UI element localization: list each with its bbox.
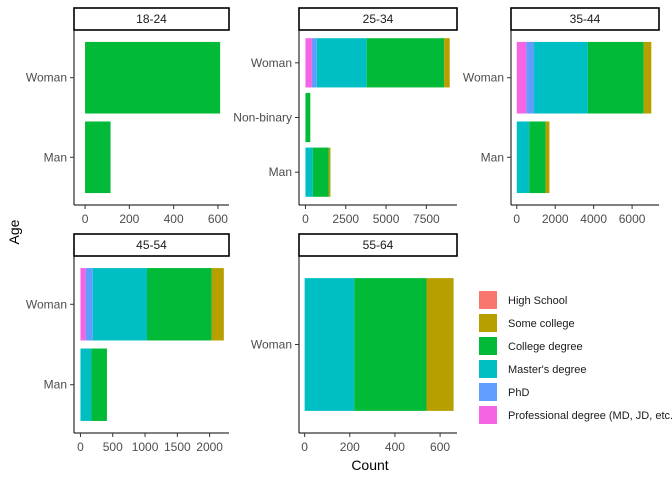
bar-segment-man-college-degree [312, 147, 329, 197]
bar-segment-man-college-degree [91, 348, 107, 421]
legend-swatch [479, 337, 497, 355]
legend-item-high-school: High School [479, 291, 567, 309]
bar-segment-woman-college-degree [587, 41, 644, 114]
x-axis-title: Count [351, 457, 388, 473]
legend-swatch [479, 383, 497, 401]
y-tick-label: Man [269, 165, 292, 179]
x-tick-label: 0 [302, 212, 309, 226]
bar-segment-man-college-degree [529, 121, 546, 194]
panel-55-64: 55-64 0 200 400 600 Woman [251, 233, 458, 454]
y-tick-label: Woman [26, 71, 67, 85]
legend-item-some-college: Some college [479, 314, 575, 332]
x-tick-label: 200 [340, 440, 360, 454]
x-tick-label: 0 [513, 212, 520, 226]
x-tick-label: 5000 [373, 212, 400, 226]
legend-label: High School [508, 295, 567, 307]
x-tick-label: 0 [77, 440, 84, 454]
bar-segment-woman-some-college [444, 38, 450, 88]
bar-segment-woman-professional-degree-md-jd-etc [516, 41, 527, 114]
bar-segment-woman-some-college [426, 278, 454, 411]
y-tick-label: Man [481, 150, 504, 164]
bar-segment-man-some-college [328, 147, 331, 197]
bar-segment-woman-college-degree [366, 38, 445, 88]
facet-strip-label: 18-24 [136, 12, 167, 26]
bar-segment-woman-college-degree [85, 41, 221, 114]
bar-segment-man-master-s-degree [516, 121, 530, 194]
facet-strip [298, 7, 458, 31]
legend-item-phd: PhD [479, 383, 529, 401]
y-tick-label: Woman [463, 71, 504, 85]
legend-label: Some college [508, 318, 575, 330]
x-tick-label: 1000 [132, 440, 159, 454]
y-tick-label: Man [44, 378, 67, 392]
legend: High School Some college College degree Mas… [479, 291, 672, 424]
panel-35-44: 35-44 0 2000 4000 6000 Woman Man [463, 7, 660, 226]
x-tick-label: 4000 [580, 212, 607, 226]
bar-segment-woman-master-s-degree [92, 268, 147, 341]
legend-label: PhD [508, 387, 529, 399]
y-tick-label: Man [44, 150, 67, 164]
legend-item-master-s-degree: Master's degree [479, 360, 587, 378]
panel-25-34: 25-34 0 2500 5000 7500 Woman Non-binary Man [233, 7, 458, 226]
bar-segment-woman-college-degree [354, 278, 427, 411]
legend-item-professional-degree-md-jd-etc: Professional degree (MD, JD, etc.) [479, 406, 672, 424]
facet-strip [510, 7, 660, 31]
x-tick-label: 200 [119, 212, 139, 226]
facet-strip-label: 45-54 [136, 238, 167, 252]
bar-segment-woman-master-s-degree [534, 41, 588, 114]
bar-segment-woman-phd [526, 41, 535, 114]
panel-18-24: 18-24 0 200 400 600 Woman Man [26, 7, 230, 226]
facet-strip-label: 55-64 [363, 238, 394, 252]
legend-label: Master's degree [508, 364, 587, 376]
x-tick-label: 500 [103, 440, 123, 454]
bar-segment-man-some-college [545, 121, 550, 194]
x-tick-label: 1500 [164, 440, 191, 454]
bar-segment-woman-master-s-degree [304, 278, 355, 411]
x-tick-label: 2000 [196, 440, 223, 454]
x-tick-label: 7500 [413, 212, 440, 226]
y-tick-label: Woman [26, 297, 67, 311]
y-tick-label: Non-binary [233, 111, 292, 125]
legend-label: College degree [508, 341, 583, 353]
bar-segment-man-college-degree [85, 121, 111, 194]
bar-segment-woman-some-college [211, 268, 224, 341]
bar-segment-woman-master-s-degree [316, 38, 367, 88]
x-tick-label: 600 [208, 212, 228, 226]
facet-strip-label: 25-34 [363, 12, 394, 26]
x-tick-label: 0 [82, 212, 89, 226]
x-tick-label: 400 [385, 440, 405, 454]
facet-strip [73, 233, 230, 257]
y-tick-label: Woman [251, 338, 292, 352]
bar-segment-woman-phd [85, 268, 93, 341]
x-tick-label: 400 [164, 212, 184, 226]
facet-strip [73, 7, 230, 31]
bar-segment-woman-some-college [643, 41, 652, 114]
panel-45-54: 45-54 0 500 1000 1500 2000 Woman Man [26, 233, 230, 454]
bar-segment-man-master-s-degree [305, 147, 313, 197]
bar-segment-woman-phd [311, 38, 317, 88]
x-tick-label: 2000 [542, 212, 569, 226]
bar-segment-woman-college-degree [146, 268, 212, 341]
legend-swatch [479, 406, 497, 424]
x-tick-label: 600 [430, 440, 450, 454]
legend-item-college-degree: College degree [479, 337, 583, 355]
legend-label: Professional degree (MD, JD, etc.) [508, 410, 672, 422]
bar-segment-non-binary-college-degree [305, 92, 311, 143]
y-tick-label: Woman [251, 56, 292, 70]
legend-swatch [479, 291, 497, 309]
facet-strip-label: 35-44 [570, 12, 601, 26]
bar-segment-woman-professional-degree-md-jd-etc [80, 268, 86, 341]
legend-swatch [479, 360, 497, 378]
x-tick-label: 0 [301, 440, 308, 454]
legend-swatch [479, 314, 497, 332]
bar-segment-man-master-s-degree [80, 348, 92, 421]
bar-segment-woman-professional-degree-md-jd-etc [305, 38, 312, 88]
y-axis-title: Age [6, 219, 22, 244]
x-tick-label: 6000 [619, 212, 646, 226]
x-tick-label: 2500 [332, 212, 359, 226]
facet-strip [298, 233, 458, 257]
